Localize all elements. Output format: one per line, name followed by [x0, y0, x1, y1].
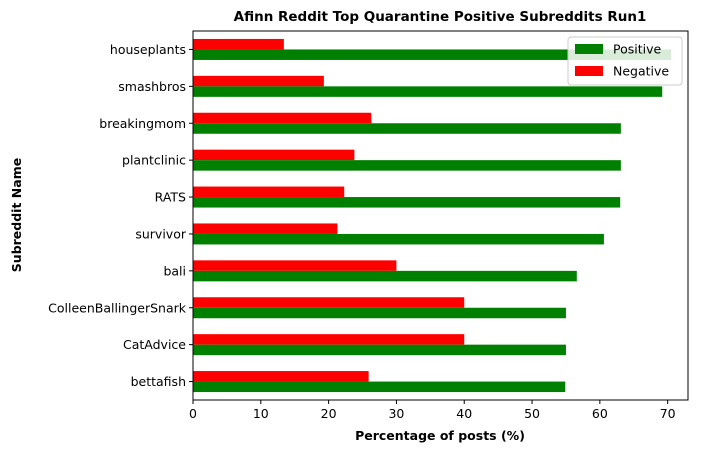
bar-negative-survivor — [193, 223, 338, 234]
bar-positive-survivor — [193, 233, 604, 245]
y-tick-label: bettafish — [131, 374, 186, 389]
x-tick-label: 10 — [253, 406, 269, 421]
bar-negative-CatAdvice — [193, 334, 465, 345]
y-tick-label: bali — [163, 263, 186, 278]
bar-positive-RATS — [193, 197, 621, 208]
y-tick-label: RATS — [155, 190, 186, 205]
legend-label-negative: Negative — [613, 64, 669, 79]
legend-swatch-negative — [575, 66, 603, 76]
y-tick-label: survivor — [135, 226, 186, 241]
x-tick-label: 60 — [592, 406, 608, 421]
bar-negative-ColleenBallingerSnark — [193, 297, 465, 308]
bar-positive-plantclinic — [193, 160, 621, 171]
bar-positive-bettafish — [193, 381, 566, 393]
bar-positive-houseplants — [193, 49, 672, 60]
x-tick-label: 50 — [524, 406, 540, 421]
y-tick-label: plantclinic — [122, 153, 186, 168]
y-tick-label: breakingmom — [99, 116, 186, 131]
bar-negative-plantclinic — [193, 149, 355, 161]
y-tick-label: houseplants — [110, 42, 186, 57]
x-tick-label: 40 — [456, 406, 472, 421]
bar-positive-breakingmom — [193, 123, 621, 134]
x-tick-label: 70 — [660, 406, 676, 421]
bar-negative-smashbros — [193, 75, 324, 87]
y-axis-ticks: houseplants smashbros breakingmom plantclin… — [48, 42, 193, 389]
bar-negative-breakingmom — [193, 112, 372, 124]
bar-negative-houseplants — [193, 38, 284, 50]
x-axis-ticks: 0 10 20 30 40 50 60 70 — [189, 400, 676, 421]
x-tick-label: 0 — [189, 406, 197, 421]
bar-positive-bali — [193, 270, 577, 282]
bar-negative-bali — [193, 260, 397, 271]
legend-label-positive: Positive — [613, 42, 661, 57]
bar-positive-CatAdvice — [193, 344, 566, 356]
x-tick-label: 20 — [321, 406, 337, 421]
legend-swatch-positive — [575, 44, 603, 54]
y-tick-label: smashbros — [118, 79, 186, 94]
bar-positive-smashbros — [193, 86, 663, 97]
chart-title: Afinn Reddit Top Quarantine Positive Sub… — [234, 9, 647, 25]
bar-negative-RATS — [193, 186, 345, 198]
bar-positive-ColleenBallingerSnark — [193, 307, 566, 319]
plot-frame — [192, 30, 689, 401]
bars-group — [193, 38, 672, 393]
y-tick-label: CatAdvice — [123, 337, 186, 352]
y-tick-label: ColleenBallingerSnark — [48, 300, 187, 315]
bar-negative-bettafish — [193, 371, 369, 382]
x-tick-label: 30 — [388, 406, 404, 421]
legend: Positive Negative — [567, 36, 683, 86]
x-axis-label: Percentage of posts (%) — [355, 428, 525, 443]
y-axis-label: Subreddit Name — [9, 158, 24, 272]
